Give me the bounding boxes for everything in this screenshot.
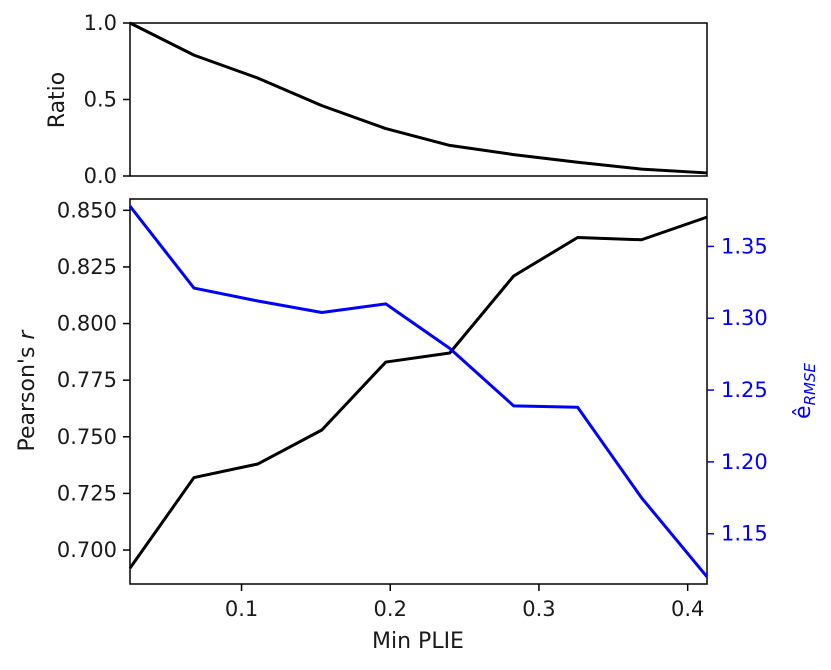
rmse-y-ticks: 1.15 1.20 1.25 1.30 1.35 [707, 234, 768, 546]
plie-x-ticks: 0.1 0.2 0.3 0.4 [225, 584, 704, 621]
rmse-y-tick-label: 1.15 [721, 522, 768, 546]
pearson-y-tick-label: 0.800 [57, 312, 117, 336]
x-axis-label: Min PLIE [372, 629, 464, 654]
pearson-y-tick-label: 0.775 [57, 368, 117, 392]
ratio-panel: 0.0 0.5 1.0 Ratio [45, 11, 708, 188]
plie-x-tick-label: 0.3 [522, 597, 555, 621]
pearson-y-tick-label: 0.850 [57, 198, 117, 222]
plie-x-tick-label: 0.2 [374, 597, 407, 621]
ratio-y-tick-label: 0.0 [84, 164, 117, 188]
ratio-series-line [129, 21, 708, 175]
ratio-plot-frame [129, 22, 708, 177]
rmse-label-main: ê [791, 405, 816, 419]
rmse-y-tick-label: 1.30 [721, 306, 768, 330]
pearson-y-tick-label: 0.750 [57, 425, 117, 449]
rmse-y-tick-label: 1.35 [721, 234, 768, 258]
ratio-y-ticks: 0.0 0.5 1.0 [84, 11, 130, 188]
pearson-series-line [128, 215, 708, 570]
correlation-plot-frame [129, 198, 708, 585]
ratio-y-axis-label: Ratio [45, 72, 70, 128]
rmse-y-tick-label: 1.20 [721, 450, 768, 474]
rmse-y-axis-label: êRMSE [791, 363, 819, 419]
pearson-y-ticks: 0.700 0.725 0.750 0.775 0.800 0.825 0.850 [57, 198, 130, 562]
correlation-panel: 0.700 0.725 0.750 0.775 0.800 0.825 0.850 1.15… [15, 198, 819, 654]
plie-x-tick-label: 0.4 [671, 597, 704, 621]
ratio-y-tick-label: 0.5 [84, 88, 117, 112]
pearson-y-tick-label: 0.825 [57, 255, 117, 279]
ratio-y-tick-label: 1.0 [84, 11, 117, 35]
pearson-y-axis-label: Pearson's r [15, 329, 40, 452]
plie-x-tick-label: 0.1 [225, 597, 258, 621]
rmse-label-subscript: RMSE [801, 363, 819, 406]
pearson-y-tick-label: 0.725 [57, 481, 117, 505]
pearson-y-axis-label-text: Pearson's [15, 340, 40, 452]
pearson-y-axis-label-italic: r [15, 329, 40, 340]
pearson-y-tick-label: 0.700 [57, 538, 117, 562]
rmse-series-line [128, 205, 709, 578]
rmse-y-tick-label: 1.25 [721, 378, 768, 402]
